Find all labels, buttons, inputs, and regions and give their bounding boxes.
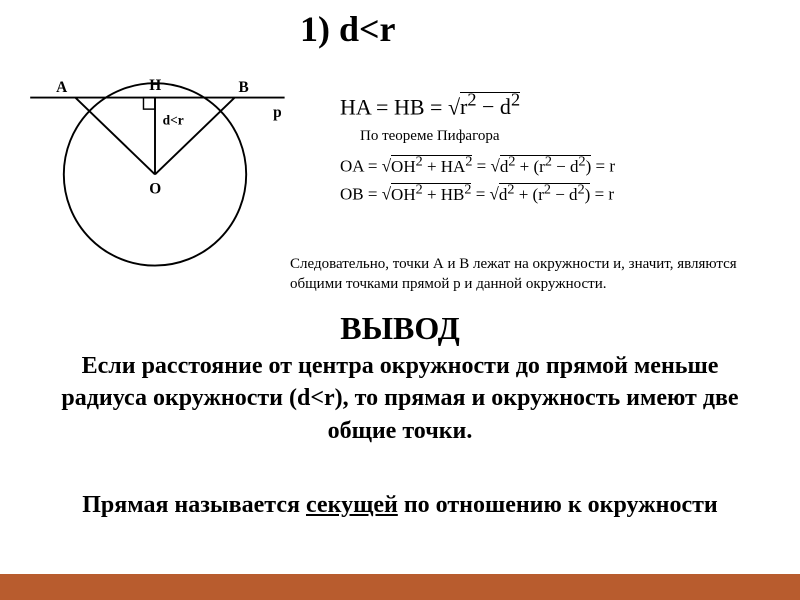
- formula-oa: OA = √OH2 + HA2 = √d2 + (r2 − d2) = r: [340, 153, 780, 177]
- conclusion-heading: ВЫВОД: [0, 310, 800, 347]
- secant-underlined: секущей: [306, 492, 398, 518]
- bottom-accent-bar: [0, 574, 800, 600]
- secant-definition: Прямая называется секущей по отношению к…: [40, 490, 760, 521]
- page-title: 1) d<r: [300, 8, 396, 50]
- svg-text:d<r: d<r: [163, 112, 184, 127]
- formula-ob: OB = √OH2 + HB2 = √d2 + (r2 − d2) = r: [340, 181, 780, 205]
- svg-text:A: A: [56, 79, 67, 96]
- formula-ha-hb: HA = HB = √r2 − d2: [340, 90, 780, 120]
- pythag-note: По теореме Пифагора: [360, 128, 780, 145]
- svg-text:B: B: [239, 79, 249, 96]
- secant-post: по отношению к окружности: [398, 492, 718, 518]
- formula-block: HA = HB = √r2 − d2 По теореме Пифагора O…: [340, 90, 780, 209]
- svg-text:O: O: [149, 181, 161, 198]
- consequence-text: Следовательно, точки А и В лежат на окру…: [290, 255, 790, 294]
- conclusion-text: Если расстояние от центра окружности до …: [40, 350, 760, 447]
- circle-diagram: A B H O p d<r: [10, 40, 300, 280]
- secant-pre: Прямая называется: [82, 492, 306, 518]
- svg-text:p: p: [273, 104, 282, 121]
- svg-text:H: H: [149, 77, 161, 94]
